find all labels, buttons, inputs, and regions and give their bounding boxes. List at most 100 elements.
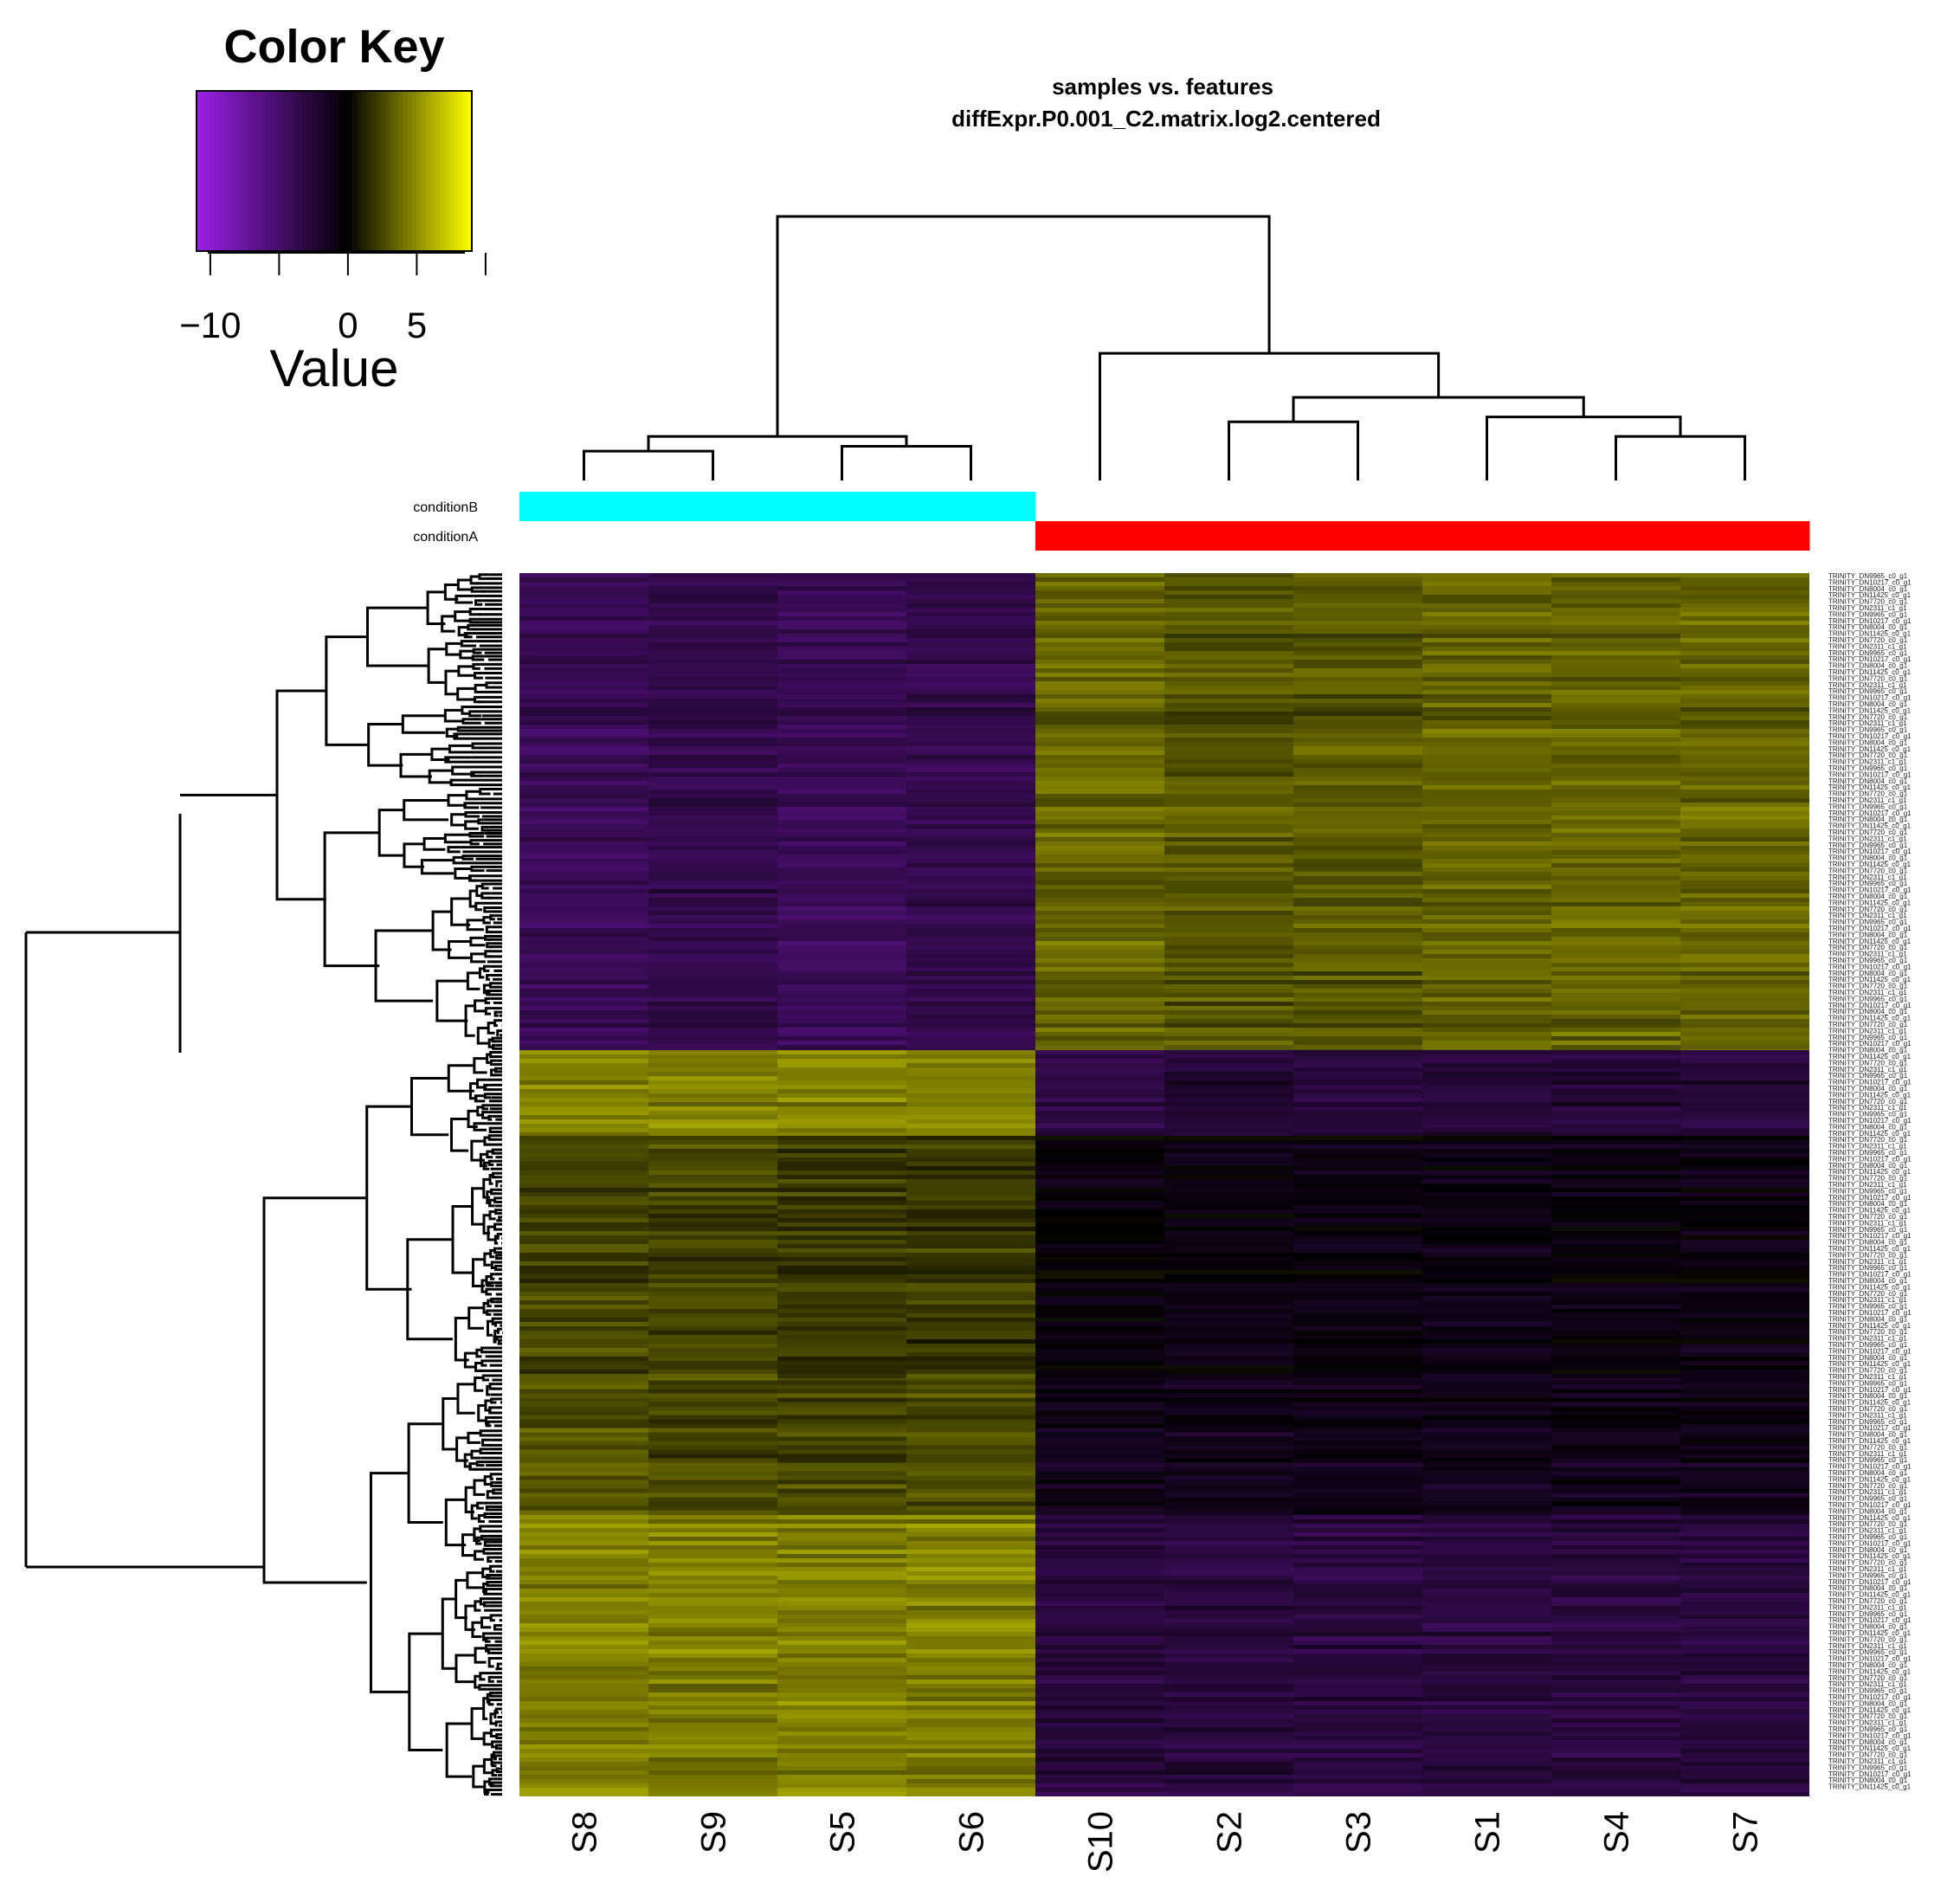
heatmap-cell [1680,1753,1809,1758]
heatmap-cell [1680,1597,1809,1602]
row-dendrogram-branch [495,1767,500,1774]
heatmap-cell [1551,1165,1681,1171]
heatmap-cell [1035,880,1165,886]
heatmap-cell [1035,781,1165,786]
heatmap-cell [1551,1019,1681,1024]
heatmap-cell [1164,1183,1294,1189]
heatmap-cell [1293,1545,1423,1551]
heatmap-cell [648,1723,778,1728]
heatmap-cell [519,1010,649,1015]
heatmap-cell [1551,647,1681,652]
heatmap-cell [1422,1779,1552,1784]
heatmap-cell [648,1273,778,1280]
row-label: TRINITY_DN7720_c0_g1 [1828,1482,1908,1490]
heatmap-cell [1035,889,1165,894]
heatmap-cell [1422,794,1552,799]
heatmap-cell [906,919,1036,925]
heatmap-cell [1035,660,1165,665]
row-dendrogram-branch [456,1383,475,1415]
heatmap-cell [1422,1089,1552,1094]
heatmap-cell [777,755,907,760]
heatmap-cell [1551,1085,1681,1090]
row-dendrogram-branch [455,1654,476,1684]
heatmap-cell [1422,1576,1552,1581]
heatmap-cell [777,1124,907,1129]
heatmap-cell [1551,1576,1681,1581]
heatmap-cell [906,984,1036,990]
row-dendrogram-branch [445,1722,473,1778]
heatmap-cell [1680,1449,1809,1454]
row-dendrogram-branch [476,1501,484,1510]
color-key-band [435,91,441,251]
heatmap-cell [519,1115,649,1120]
heatmap-cell [1035,1615,1165,1620]
heatmap-cell [777,1610,907,1615]
heatmap-cell [906,1041,1036,1046]
heatmap-cell [1293,958,1423,964]
heatmap-cell [1680,1584,1809,1589]
heatmap-cell [1422,1239,1552,1245]
heatmap-cell [1293,876,1423,881]
heatmap-cell [1422,850,1552,855]
heatmap-cell [648,1783,778,1789]
heatmap-cell [906,1165,1036,1171]
row-label: TRINITY_DN11425_c0_g1 [1828,668,1912,676]
heatmap-cell [1422,1710,1552,1715]
row-dendrogram-branch [487,1134,494,1141]
heatmap-cell [519,1248,649,1254]
heatmap-cell [1293,1658,1423,1663]
heatmap-cell [1551,1462,1681,1467]
heatmap-cell [1680,898,1809,903]
heatmap-cell [1293,642,1423,648]
heatmap-cell [777,1157,907,1163]
heatmap-cell [519,898,649,903]
heatmap-cell [648,1467,778,1472]
heatmap-cell [1035,1718,1165,1724]
row-dendrogram-branch [471,1187,484,1226]
heatmap-cell [1164,1749,1294,1754]
heatmap-cell [906,595,1036,600]
heatmap-cell [648,1662,778,1667]
heatmap-cell [777,950,907,955]
heatmap-cell [777,1036,907,1041]
heatmap-cell [1293,1036,1423,1041]
heatmap-cell [1680,1580,1809,1585]
color-key-band [462,91,468,251]
row-label: TRINITY_DN2311_c1_g1 [1828,1565,1907,1573]
heatmap-cell [1035,863,1165,868]
heatmap-cell [777,642,907,648]
heatmap-cell [1551,1697,1681,1702]
heatmap-cell [1293,673,1423,678]
heatmap-cell [1293,1641,1423,1646]
heatmap-cell [1422,1248,1552,1254]
row-dendrogram-branch [463,802,480,809]
heatmap-cell [1035,733,1165,738]
heatmap-cell [1551,1402,1681,1407]
row-label: TRINITY_DN11425_c0_g1 [1828,899,1912,906]
heatmap-cell [1035,915,1165,920]
heatmap-cell [777,1623,907,1628]
heatmap-cell [1164,1111,1294,1116]
heatmap-cell [1680,1436,1809,1441]
heatmap-cell [1035,1484,1165,1489]
heatmap-cell [1680,997,1809,1003]
heatmap-cell [1422,1718,1552,1724]
heatmap-cell [1680,1325,1809,1331]
row-label: TRINITY_DN7720_c0_g1 [1828,983,1908,990]
heatmap-cell [648,841,778,847]
heatmap-cell [1035,989,1165,994]
heatmap-cell [1680,989,1809,994]
heatmap-cell [1164,1632,1294,1637]
heatmap-cell [1680,1321,1809,1327]
heatmap-cell [519,863,649,868]
heatmap-cell [1293,1308,1423,1314]
heatmap-cell [1164,945,1294,951]
heatmap-cell [519,841,649,847]
row-label: TRINITY_DN10217_c0_g1 [1828,1463,1912,1471]
heatmap-cell [1551,1770,1681,1776]
heatmap-cell [1551,651,1681,656]
row-label: TRINITY_DN11425_c0_g1 [1828,1283,1912,1291]
heatmap-cell [1035,1619,1165,1624]
heatmap-cell [906,989,1036,994]
heatmap-cell [1422,893,1552,899]
